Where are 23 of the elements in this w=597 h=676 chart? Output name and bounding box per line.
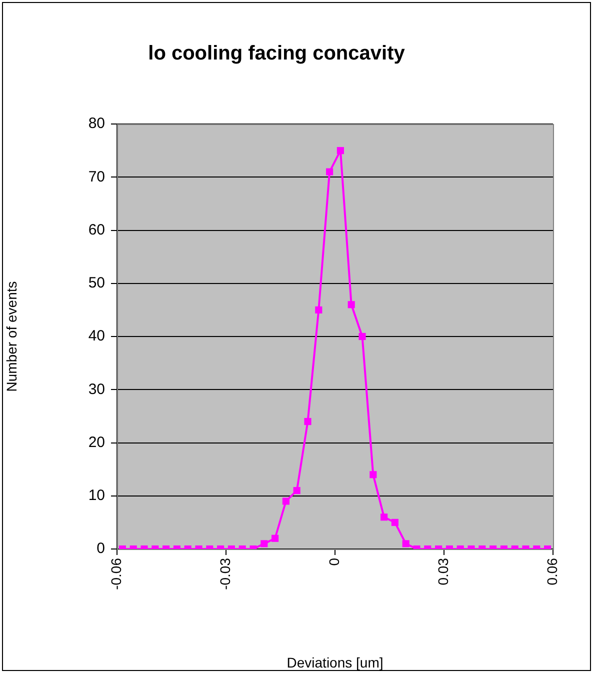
y-tick-label: 50 (88, 274, 105, 292)
point (358, 332, 366, 340)
point (336, 147, 344, 154)
y-tick-label: 80 (88, 115, 105, 132)
point (304, 418, 312, 426)
y-tick-label: 20 (88, 434, 105, 451)
y-axis-title: Number of events (3, 281, 20, 392)
y-tick-label: 60 (88, 221, 105, 238)
chart-title: lo cooling facing concavity (148, 42, 406, 65)
point (315, 306, 322, 314)
y-tick-label: 30 (88, 380, 105, 398)
y-tick-label: 0 (96, 540, 105, 558)
x-tick-label: 0.03 (434, 558, 451, 586)
point (348, 301, 355, 308)
y-tick-label: 70 (88, 168, 105, 186)
x-tick-label: 0 (326, 558, 342, 566)
point (326, 168, 334, 176)
x-tick-label: -0.03 (216, 558, 233, 590)
y-tick-label: 10 (88, 487, 105, 504)
y-tick-label: 40 (88, 328, 105, 345)
x-tick-label: 0.06 (544, 558, 560, 586)
x-axis-title: Deviations [um] (286, 654, 384, 670)
x-tick-label: -0.06 (108, 558, 124, 590)
